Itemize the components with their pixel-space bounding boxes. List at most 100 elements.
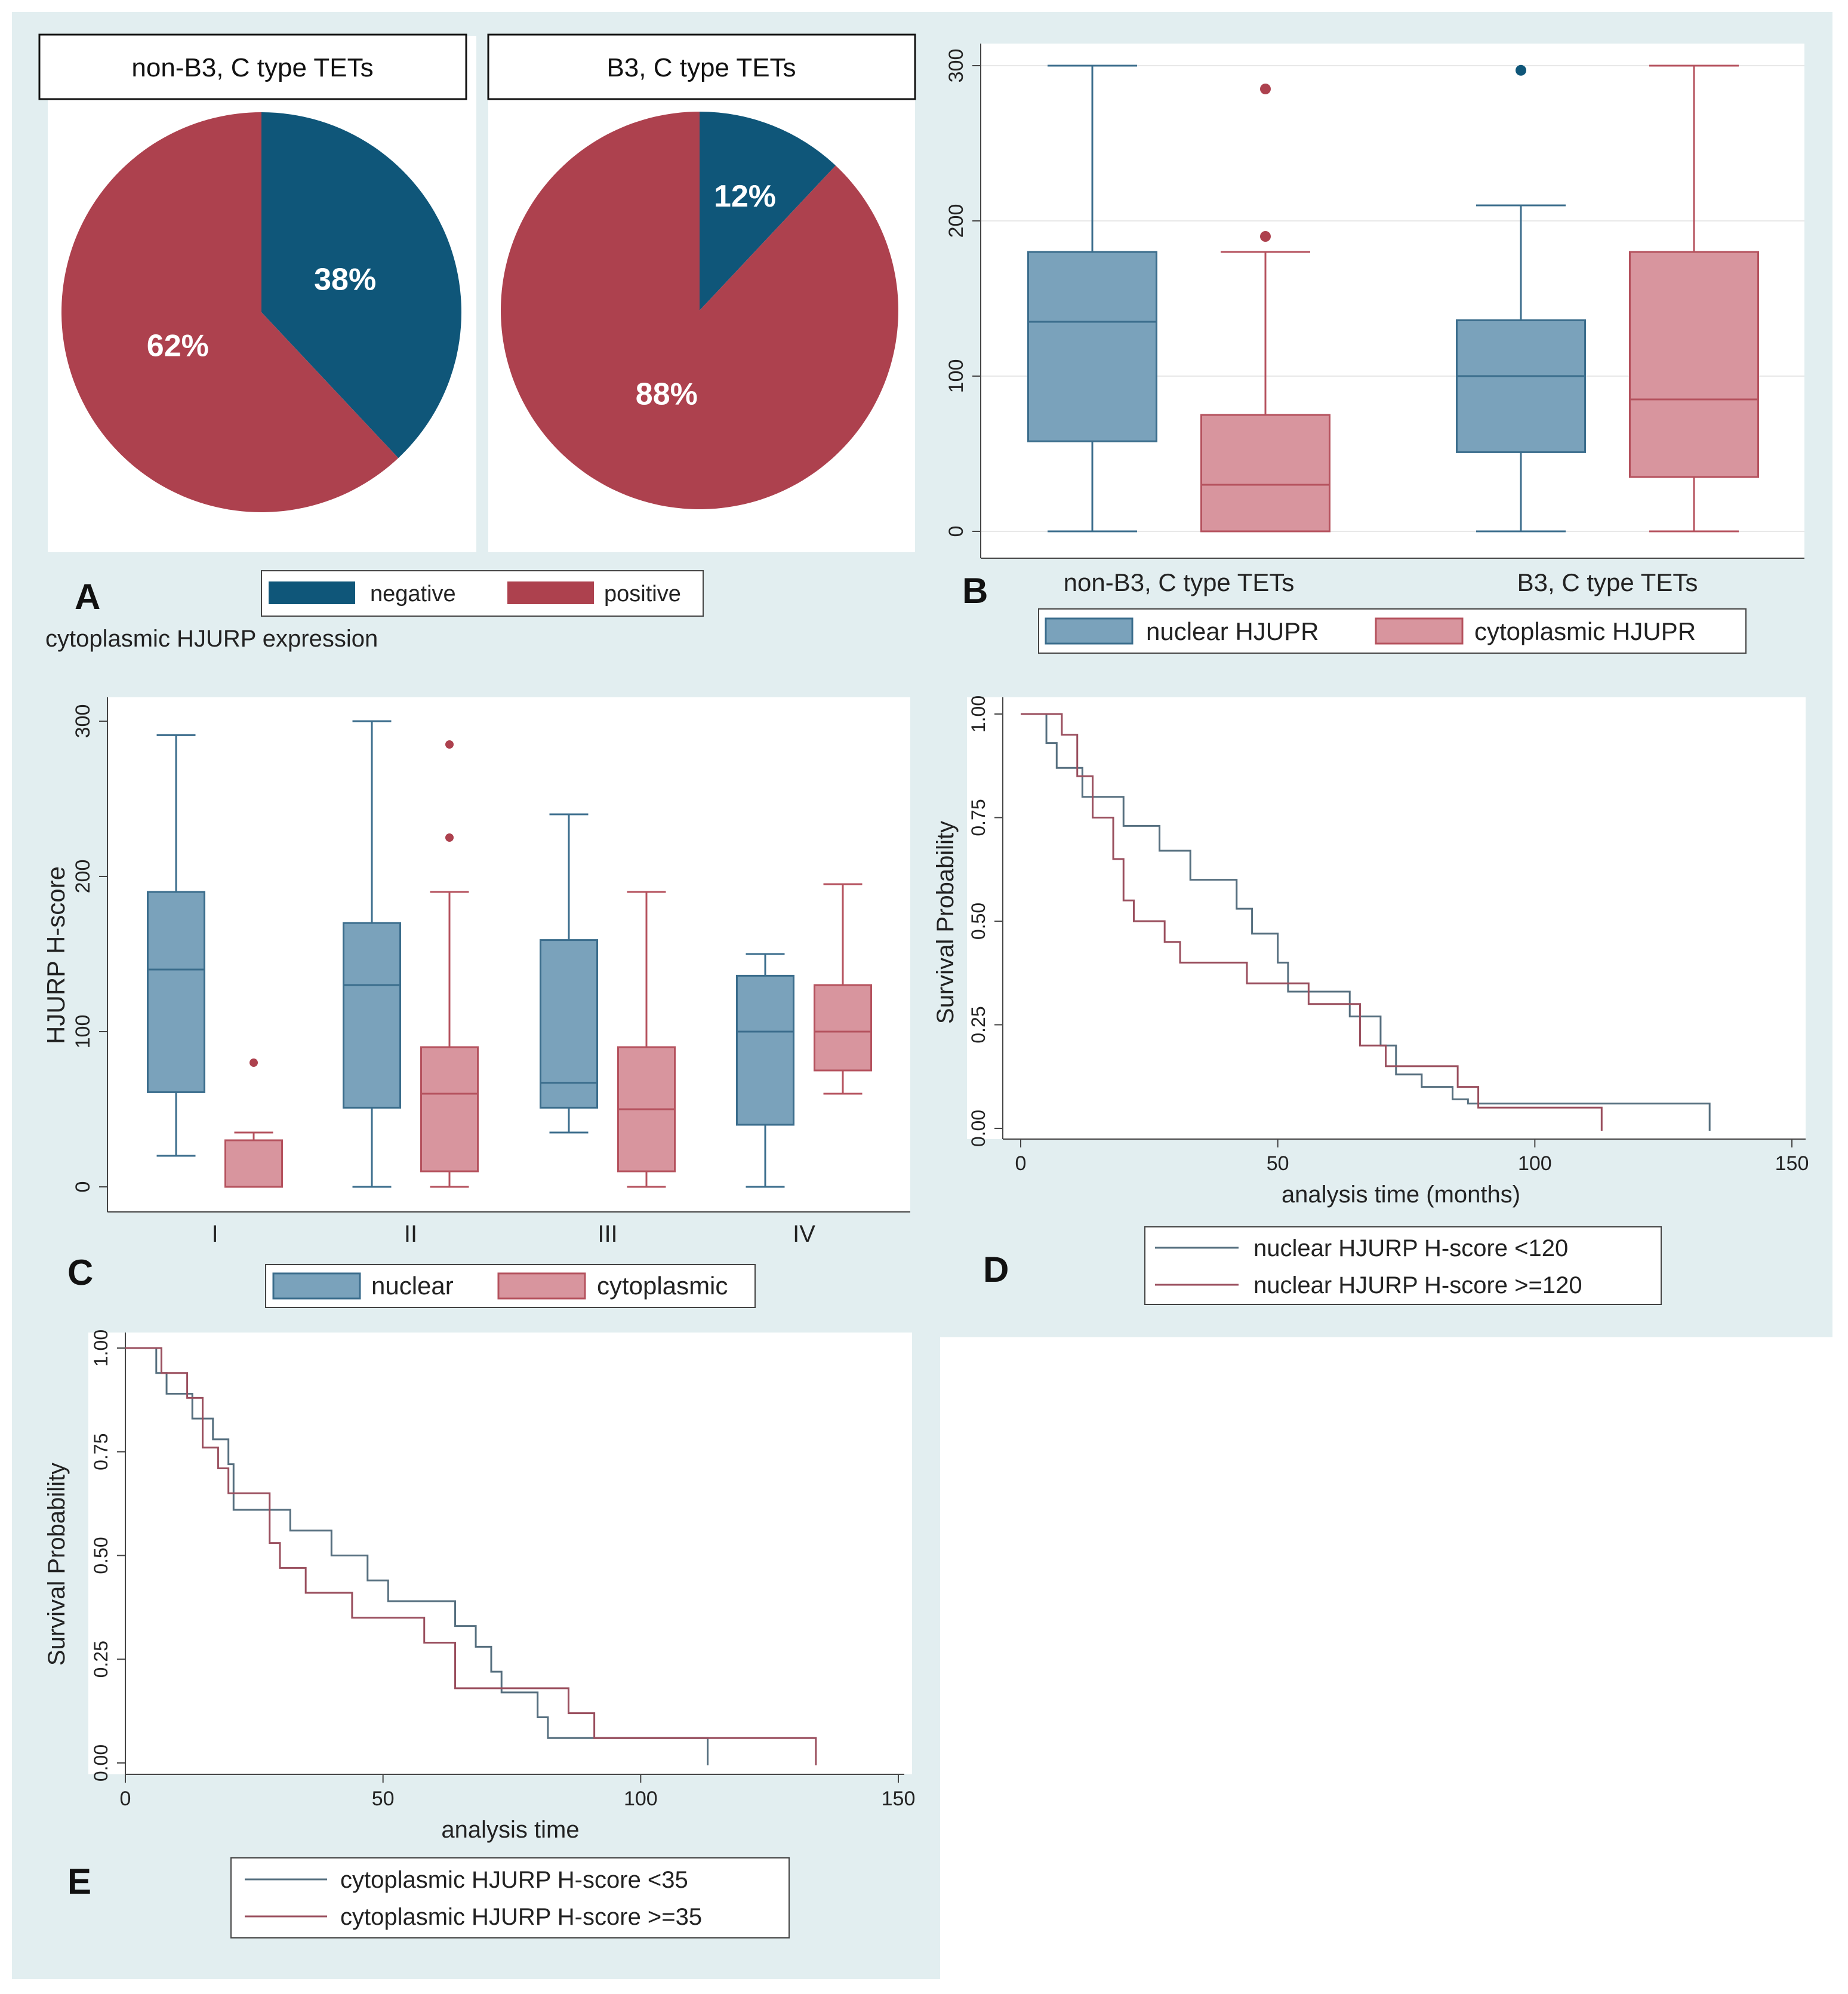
panel-b-letter: B [962,571,988,611]
panel-d: 0.00 0.25 0.50 0.75 1.00 0 50 100 150 Survival … [932,696,1809,1305]
y-tick-label: 1.00 [968,696,989,733]
category-label-iv: IV [793,1221,815,1247]
box-iqr [1200,414,1330,533]
legend-nuclear-swatch [272,1272,361,1300]
pie-1-title: non-B3, C type TETs [131,53,373,82]
box-iqr [736,974,794,1126]
panel-c-letter: C [67,1253,93,1293]
pie-chart-b3: 12% 88% [501,112,898,509]
x-tick-label: 50 [372,1787,395,1810]
box-cytoplasmic-I [224,1058,283,1188]
box-cytoplasmic-III [617,891,676,1188]
panel-e-legend-box [230,1857,790,1938]
x-tick-label: 0 [120,1787,131,1810]
legend-cytoplasmic-hjupr-swatch [1375,617,1464,645]
legend-nuclear-label: nuclear [371,1272,454,1300]
legend-cytoplasmic-swatch [497,1272,586,1300]
legend-nuclear-hjupr-swatch [1045,617,1134,645]
plot-d-x-ticks: 0 50 100 150 [1015,1139,1809,1175]
y-tick-label: 300 [72,704,94,738]
pie-slice-negative [700,112,836,310]
y-tick-label: 0.75 [968,799,989,836]
panel-d-letter: D [983,1250,1009,1290]
legend-negative-swatch [269,581,355,604]
plot-e-x-label: analysis time [441,1817,579,1843]
y-tick-label: 200 [945,204,968,238]
pie-label-negative: 12% [714,179,776,214]
x-tick-label: 50 [1267,1152,1289,1175]
box-nuclear-HJUPR-B3-C-type-TETs [1456,64,1586,533]
box-cytoplasmic-HJUPR-non-B3-C-type-TETs [1200,84,1330,533]
plot-e-curves [125,1347,817,1765]
pie-chart-non-b3: 38% 62% [61,112,461,512]
plot-d-y-ticks: 0.00 0.25 0.50 0.75 1.00 [968,696,1003,1147]
plot-b-y-ticks: 0 100 200 300 [945,49,981,537]
legend-e-low-label: cytoplasmic HJURP H-score <35 [340,1867,688,1893]
y-tick-label: 300 [945,49,968,83]
category-label-non-b3: non-B3, C type TETs [1064,568,1295,596]
y-tick-label: 200 [72,860,94,894]
box-cytoplasmic-HJUPR-B3-C-type-TETs [1629,64,1759,533]
box-cytoplasmic-IV [814,883,872,1095]
plot-e-area [88,1333,912,1774]
outlier-point [1260,84,1271,94]
pie-slice-negative [261,112,461,459]
x-tick-label: 100 [624,1787,658,1810]
km-curve-low [125,1347,709,1765]
box-iqr [343,922,401,1109]
panel-a-letter: A [75,577,100,617]
panel-e-letter: E [67,1861,91,1901]
km-curve-high [125,1347,817,1765]
box-nuclear-IV [736,953,794,1188]
panel-b: 0 100 200 300 non-B3, C type TETs B3, C typ… [945,44,1804,654]
box-iqr [420,1046,479,1173]
box-nuclear-I [147,734,205,1157]
plot-c-boxes [147,720,872,1188]
category-label-ii: II [404,1221,417,1247]
pie-slice-positive [501,112,898,509]
panel-a: non-B3, C type TETs B3, C type TETs 38% 6… [38,33,916,652]
plot-d-x-label: analysis time (months) [1282,1181,1520,1208]
plot-e-y-ticks: 0.00 0.25 0.50 0.75 1.00 [90,1330,125,1781]
y-tick-label: 1.00 [90,1330,112,1367]
legend-d-low-label: nuclear HJURP H-score <120 [1253,1235,1568,1261]
plot-e-x-ticks: 0 50 100 150 [120,1774,916,1810]
y-tick-label: 100 [72,1015,94,1049]
y-tick-label: 0 [72,1181,94,1193]
outlier-point [1260,231,1271,242]
pie-label-positive: 88% [636,377,698,411]
box-nuclear-II [343,720,401,1188]
box-cytoplasmic-II [420,740,479,1188]
pie-1-title-box [38,33,467,100]
plot-e-y-label: Survival Probability [44,1463,70,1666]
box-iqr [814,984,872,1072]
box-iqr [224,1139,283,1188]
box-nuclear-III [540,813,598,1134]
x-tick-label: 150 [882,1787,916,1810]
legend-nuclear-hjupr-label: nuclear HJUPR [1146,617,1319,645]
box-iqr [147,891,205,1093]
legend-d-high-label: nuclear HJURP H-score >=120 [1253,1272,1582,1298]
plot-d-curves [1021,713,1711,1131]
y-tick-label: 0.25 [968,1006,989,1043]
legend-positive-label: positive [604,581,681,607]
category-label-i: I [211,1221,218,1247]
outlier-point [445,740,454,749]
category-label-iii: III [597,1221,617,1247]
y-tick-label: 0.50 [90,1537,112,1574]
y-tick-label: 0.00 [968,1110,989,1147]
km-curve-low [1021,713,1711,1131]
y-tick-label: 0.25 [90,1641,112,1678]
plot-c-y-ticks: 0 100 200 300 [72,704,107,1193]
outlier-point [445,833,454,842]
legend-e-high-label: cytoplasmic HJURP H-score >=35 [340,1904,702,1930]
panel-a-legend-title: cytoplasmic HJURP expression [45,626,378,652]
km-curve-high [1021,713,1603,1131]
category-label-b3: B3, C type TETs [1517,568,1698,596]
outlier-point [1516,64,1526,76]
outlier-point [250,1058,258,1067]
box-iqr [540,939,598,1109]
pie-2-title-box [487,33,916,100]
x-tick-label: 100 [1518,1152,1552,1175]
